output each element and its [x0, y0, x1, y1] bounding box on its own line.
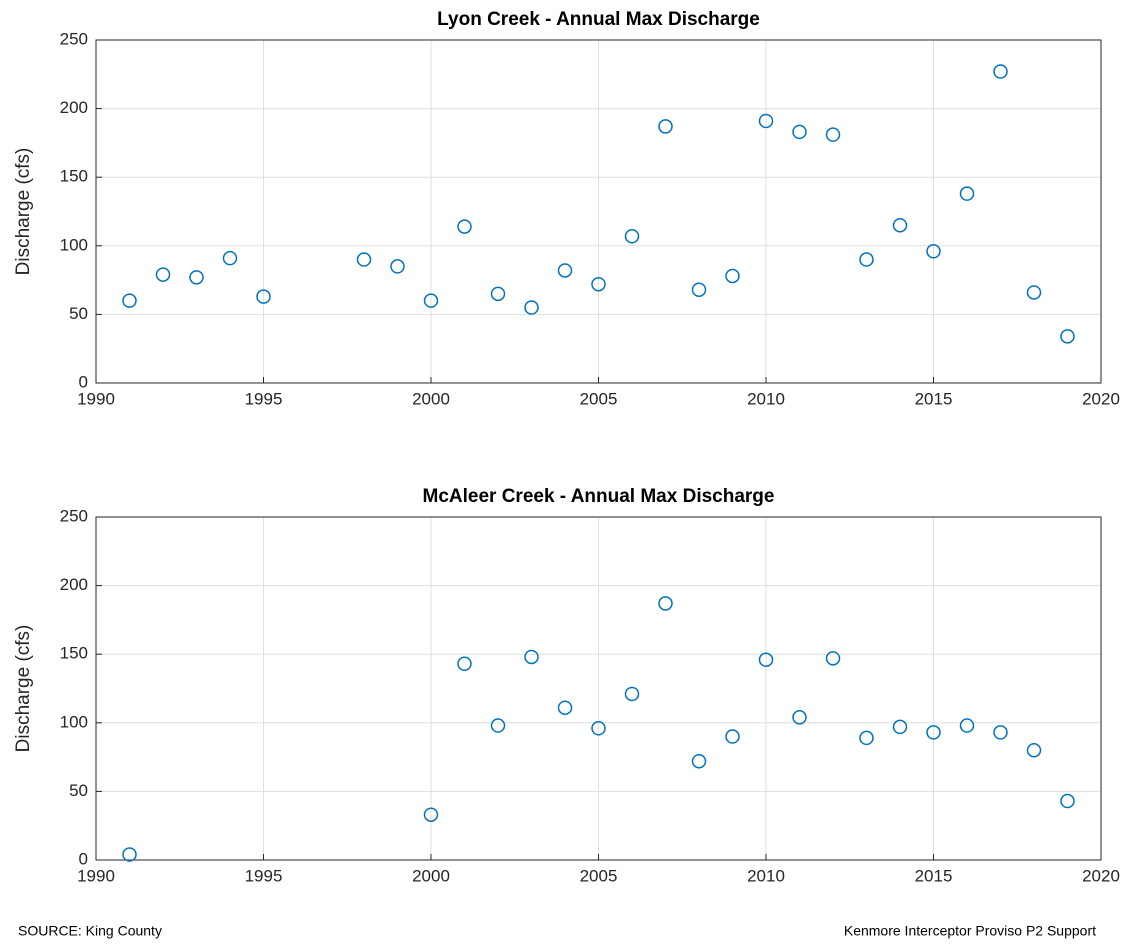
- data-point: [624, 228, 640, 244]
- y-tick-label: 50: [69, 304, 88, 323]
- data-point: [792, 124, 807, 140]
- data-point: [959, 718, 975, 733]
- data-point: [457, 656, 472, 672]
- y-axis-label: Discharge (cfs): [13, 148, 34, 276]
- y-tick-label: 50: [69, 781, 88, 800]
- data-point: [926, 725, 941, 740]
- data-point: [758, 652, 774, 667]
- data-point: [122, 293, 137, 308]
- y-tick-label: 250: [60, 506, 88, 525]
- y-tick-label: 150: [60, 644, 88, 663]
- footer-left: SOURCE: King County: [18, 923, 162, 939]
- y-tick-label: 0: [79, 849, 88, 868]
- axes-box: [95, 516, 1102, 861]
- x-tick-label: 1990: [77, 389, 115, 408]
- data-point: [926, 244, 941, 259]
- data-point: [1026, 285, 1042, 300]
- data-point: [859, 252, 874, 267]
- data-point: [591, 721, 606, 736]
- data-point: [725, 268, 740, 284]
- data-point: [490, 286, 506, 302]
- data-point: [658, 119, 673, 134]
- data-point: [457, 219, 472, 234]
- y-tick-label: 0: [79, 372, 88, 391]
- x-tick-label: 2010: [747, 866, 785, 885]
- footer-right: Kenmore Interceptor Proviso P2 Support: [844, 923, 1096, 939]
- data-point: [256, 289, 271, 304]
- data-point: [792, 710, 807, 725]
- x-tick-label: 1990: [77, 866, 115, 885]
- data-point: [624, 686, 640, 702]
- data-point: [1060, 793, 1075, 809]
- y-tick-label: 150: [60, 167, 88, 186]
- data-point: [1060, 329, 1075, 344]
- x-tick-label: 2005: [580, 389, 618, 408]
- data-point: [691, 282, 707, 297]
- data-point: [122, 847, 137, 862]
- chart-title: Lyon Creek - Annual Max Discharge: [437, 9, 760, 30]
- y-tick-label: 250: [60, 29, 88, 48]
- data-point: [524, 300, 539, 315]
- y-tick-label: 100: [60, 712, 88, 731]
- data-point: [725, 729, 740, 744]
- data-point: [825, 127, 841, 142]
- y-tick-label: 200: [60, 98, 88, 117]
- x-tick-label: 2015: [915, 389, 953, 408]
- data-point: [591, 276, 606, 292]
- data-point: [993, 64, 1008, 79]
- data-point: [758, 113, 774, 129]
- x-tick-label: 2000: [412, 866, 450, 885]
- x-tick-label: 2020: [1082, 866, 1120, 885]
- x-tick-label: 1995: [245, 389, 283, 408]
- y-tick-label: 200: [60, 575, 88, 594]
- data-point: [557, 263, 573, 278]
- chart-title: McAleer Creek - Annual Max Discharge: [423, 486, 775, 507]
- axes-box: [95, 39, 1102, 384]
- x-tick-label: 2000: [412, 389, 450, 408]
- data-point: [356, 252, 372, 267]
- data-point: [859, 730, 874, 746]
- y-axis-label: Discharge (cfs): [13, 625, 34, 753]
- data-point: [155, 267, 171, 282]
- data-point: [892, 719, 908, 735]
- x-tick-label: 2005: [580, 866, 618, 885]
- data-point: [222, 250, 238, 266]
- data-point: [892, 217, 908, 233]
- data-point: [490, 718, 506, 733]
- y-tick-label: 100: [60, 235, 88, 254]
- data-point: [959, 186, 975, 201]
- data-point: [390, 259, 405, 274]
- x-tick-label: 2010: [747, 389, 785, 408]
- data-point: [691, 753, 707, 769]
- data-point: [658, 596, 673, 611]
- data-point: [423, 807, 439, 822]
- x-tick-label: 2015: [915, 866, 953, 885]
- x-tick-label: 2020: [1082, 389, 1120, 408]
- data-point: [524, 649, 539, 665]
- data-point: [189, 270, 204, 285]
- x-tick-label: 1995: [245, 866, 283, 885]
- data-point: [993, 725, 1008, 740]
- data-point: [557, 700, 573, 715]
- data-point: [1026, 742, 1042, 758]
- data-point: [825, 651, 841, 666]
- data-point: [423, 293, 439, 308]
